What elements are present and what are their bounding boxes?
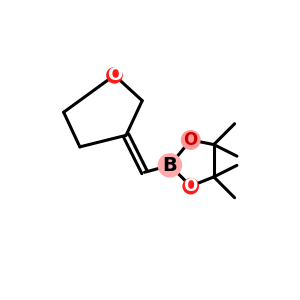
Circle shape <box>182 131 200 149</box>
Circle shape <box>183 178 198 194</box>
Circle shape <box>107 68 122 83</box>
Circle shape <box>158 154 182 177</box>
Text: O: O <box>107 66 122 84</box>
Text: B: B <box>163 156 177 175</box>
Text: O: O <box>184 177 198 195</box>
Text: O: O <box>184 131 198 149</box>
